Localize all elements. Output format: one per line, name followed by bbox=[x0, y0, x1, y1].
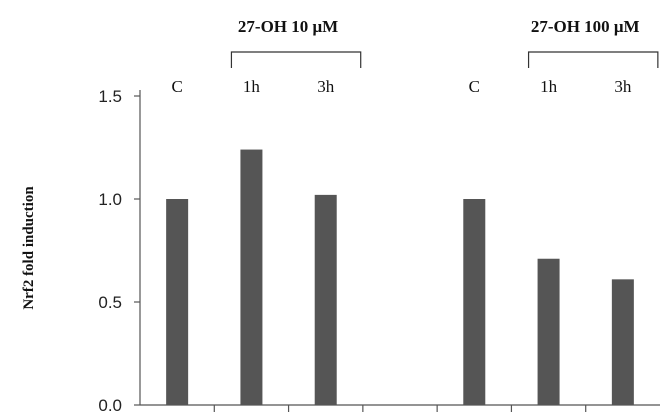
bar bbox=[166, 199, 189, 405]
category-label: 3h bbox=[614, 77, 632, 96]
category-label: C bbox=[469, 77, 480, 96]
group-bracket bbox=[230, 51, 362, 68]
group-title: 27-OH 10 μM bbox=[238, 17, 338, 36]
category-label: 1h bbox=[540, 77, 558, 96]
y-axis-label: Nrf2 fold induction bbox=[21, 186, 37, 310]
category-label: 3h bbox=[317, 77, 335, 96]
axes-layer: 0.0 0.5 1.0 1.5 bbox=[98, 87, 660, 415]
bar bbox=[314, 194, 337, 405]
brackets-layer: 27-OH 10 μM 27-OH 100 μM bbox=[230, 17, 659, 68]
bars-layer bbox=[166, 149, 634, 405]
group-bracket bbox=[527, 51, 659, 68]
y-tick-label: 1.5 bbox=[98, 87, 122, 106]
y-tick-label: 0.0 bbox=[98, 396, 122, 415]
y-tick-label: 1.0 bbox=[98, 190, 122, 209]
bar bbox=[537, 258, 560, 405]
group-title: 27-OH 100 μM bbox=[531, 17, 640, 36]
category-label: 1h bbox=[243, 77, 261, 96]
y-tick-label: 0.5 bbox=[98, 293, 122, 312]
labels-layer: C 1h 3h C 1h 3h bbox=[171, 77, 631, 96]
bar bbox=[463, 199, 486, 405]
bar bbox=[611, 279, 634, 405]
bar bbox=[240, 149, 263, 405]
category-label: C bbox=[171, 77, 182, 96]
